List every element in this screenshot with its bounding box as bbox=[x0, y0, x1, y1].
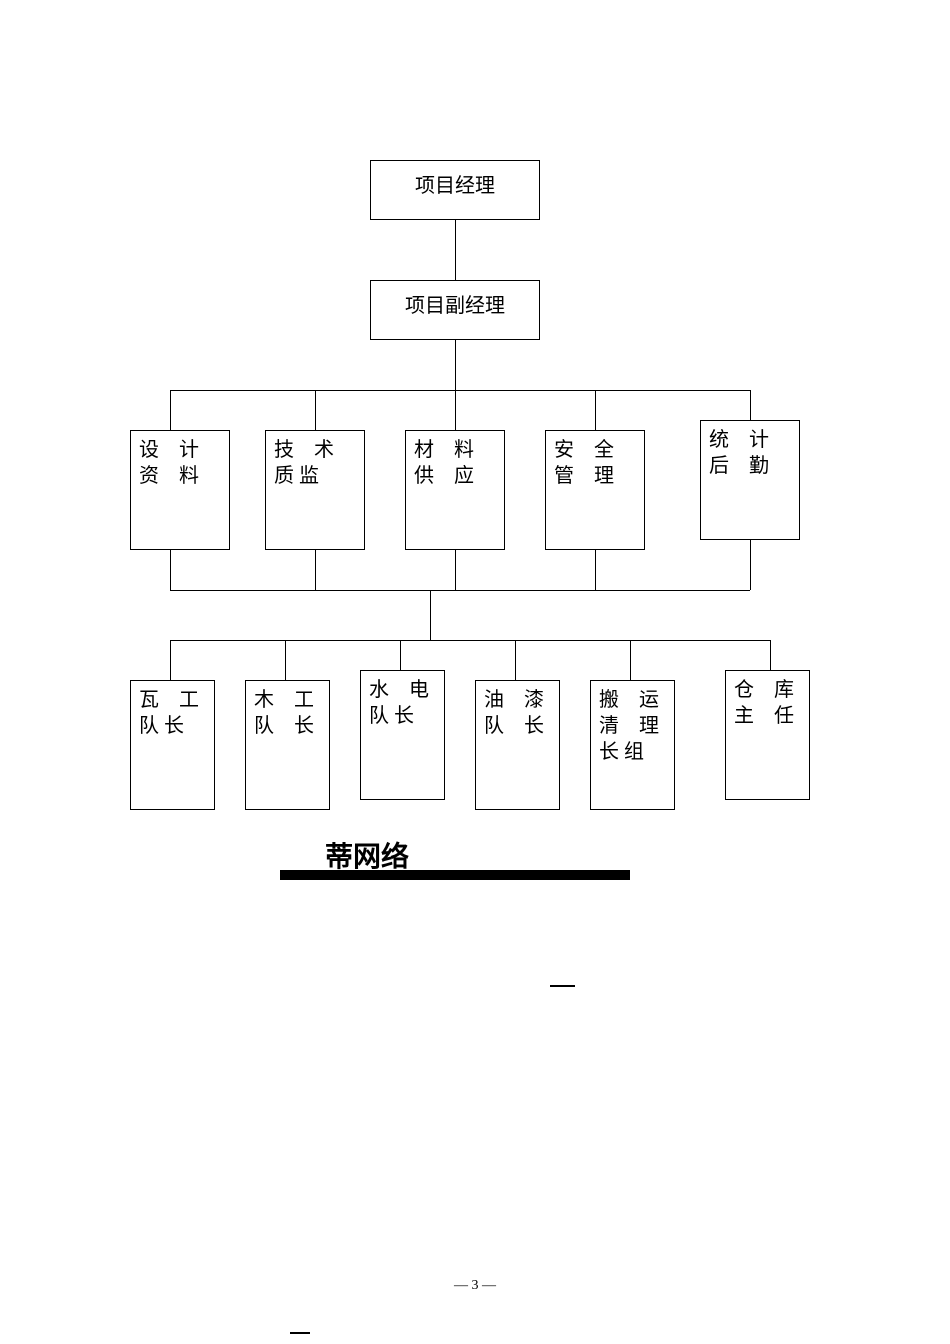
page-dash bbox=[290, 1332, 310, 1334]
line1: 水 电 bbox=[369, 677, 436, 703]
node-safety-mgmt: 安 全 管 理 bbox=[545, 430, 645, 550]
node-warehouse-lead: 仓 库 主 任 bbox=[725, 670, 810, 800]
node-mason-lead: 瓦 工 队 长 bbox=[130, 680, 215, 810]
line2: 管 理 bbox=[554, 463, 636, 489]
label: 项目副经理 bbox=[405, 295, 505, 317]
line1: 材 料 bbox=[414, 437, 496, 463]
drop-l4-5 bbox=[770, 640, 771, 670]
footer-bar bbox=[280, 870, 630, 880]
drop-l3b-4 bbox=[750, 540, 751, 590]
drop-l4-3 bbox=[515, 640, 516, 680]
footer-title: 蒂网络 bbox=[325, 835, 409, 875]
line1: 安 全 bbox=[554, 437, 636, 463]
line3: 长 组 bbox=[599, 739, 666, 765]
connector-l3-l4 bbox=[430, 590, 431, 640]
drop-l4-2 bbox=[400, 640, 401, 670]
line1: 技 术 bbox=[274, 437, 356, 463]
drop-l3-1 bbox=[315, 390, 316, 430]
line1: 瓦 工 bbox=[139, 687, 206, 713]
hbus-level3-bottom bbox=[170, 590, 750, 591]
line1: 仓 库 bbox=[734, 677, 801, 703]
line2: 供 应 bbox=[414, 463, 496, 489]
label: 项目经理 bbox=[415, 175, 495, 197]
hbus-level4 bbox=[170, 640, 770, 641]
line2: 队 长 bbox=[484, 713, 551, 739]
line1: 油 漆 bbox=[484, 687, 551, 713]
line2: 清 理 bbox=[599, 713, 666, 739]
small-dash bbox=[550, 985, 575, 987]
drop-l3b-3 bbox=[595, 550, 596, 590]
drop-l4-4 bbox=[630, 640, 631, 680]
drop-l3-4 bbox=[750, 390, 751, 420]
drop-l4-1 bbox=[285, 640, 286, 680]
drop-l3-3 bbox=[595, 390, 596, 430]
line2: 资 料 bbox=[139, 463, 221, 489]
drop-l3b-0 bbox=[170, 550, 171, 590]
line2: 队 长 bbox=[369, 703, 436, 729]
line1: 统 计 bbox=[709, 427, 791, 453]
line2: 队 长 bbox=[139, 713, 206, 739]
line1: 搬 运 bbox=[599, 687, 666, 713]
node-plumbing-lead: 水 电 队 长 bbox=[360, 670, 445, 800]
org-chart: 项目经理 项目副经理 设 计 资 料 技 术 质 监 材 料 供 应 安 全 管… bbox=[130, 160, 820, 860]
node-carpenter-lead: 木 工 队 长 bbox=[245, 680, 330, 810]
node-deputy-manager: 项目副经理 bbox=[370, 280, 540, 340]
node-painter-lead: 油 漆 队 长 bbox=[475, 680, 560, 810]
node-design-docs: 设 计 资 料 bbox=[130, 430, 230, 550]
page-number: — 3 — bbox=[0, 1278, 950, 1294]
hbus-level3-top bbox=[170, 390, 750, 391]
line1: 木 工 bbox=[254, 687, 321, 713]
node-tech-qc: 技 术 质 监 bbox=[265, 430, 365, 550]
node-moving-lead: 搬 运 清 理 长 组 bbox=[590, 680, 675, 810]
connector-l2-bus bbox=[455, 340, 456, 390]
line2: 主 任 bbox=[734, 703, 801, 729]
connector-l1-l2 bbox=[455, 220, 456, 280]
line1: 设 计 bbox=[139, 437, 221, 463]
drop-l3-2 bbox=[455, 390, 456, 430]
line2: 质 监 bbox=[274, 463, 356, 489]
drop-l4-0 bbox=[170, 640, 171, 680]
line2: 队 长 bbox=[254, 713, 321, 739]
node-material-supply: 材 料 供 应 bbox=[405, 430, 505, 550]
node-stats-logistics: 统 计 后 勤 bbox=[700, 420, 800, 540]
drop-l3b-1 bbox=[315, 550, 316, 590]
node-project-manager: 项目经理 bbox=[370, 160, 540, 220]
drop-l3b-2 bbox=[455, 550, 456, 590]
drop-l3-0 bbox=[170, 390, 171, 430]
line2: 后 勤 bbox=[709, 453, 791, 479]
